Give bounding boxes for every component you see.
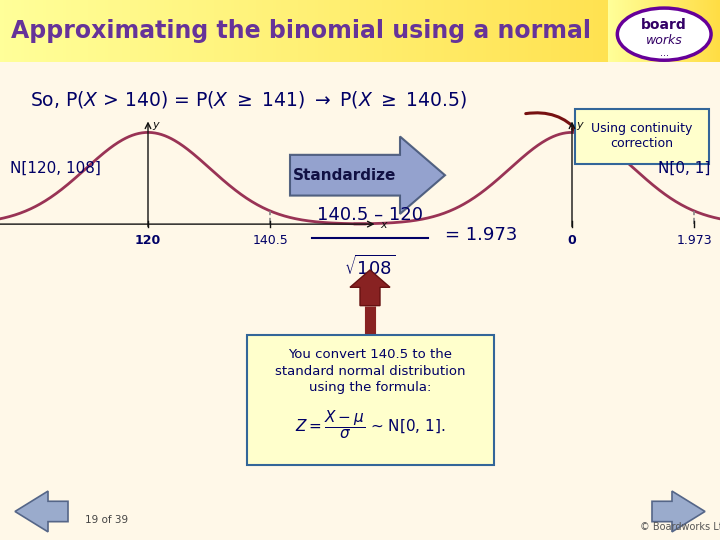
Text: N[0, 1]: N[0, 1] bbox=[657, 160, 710, 176]
Text: 19 of 39: 19 of 39 bbox=[85, 515, 128, 525]
Polygon shape bbox=[290, 137, 445, 214]
Text: $\sqrt{108}$: $\sqrt{108}$ bbox=[344, 255, 396, 279]
Text: 0: 0 bbox=[567, 234, 577, 247]
Text: You convert 140.5 to the: You convert 140.5 to the bbox=[289, 348, 452, 361]
Polygon shape bbox=[652, 491, 705, 532]
Text: 140.5 – 120: 140.5 – 120 bbox=[317, 206, 423, 224]
Text: 120: 120 bbox=[135, 234, 161, 247]
Text: 140.5: 140.5 bbox=[253, 234, 288, 247]
Text: standard normal distribution: standard normal distribution bbox=[275, 364, 466, 378]
Text: $y$: $y$ bbox=[576, 120, 585, 132]
Text: $Z = \dfrac{X - \mu}{\sigma}$ ~ N[0, 1].: $Z = \dfrac{X - \mu}{\sigma}$ ~ N[0, 1]. bbox=[295, 408, 446, 441]
Text: ...: ... bbox=[660, 48, 669, 58]
Polygon shape bbox=[350, 270, 390, 306]
Text: N[120, 108]: N[120, 108] bbox=[10, 160, 101, 176]
Text: Approximating the binomial using a normal: Approximating the binomial using a norma… bbox=[11, 19, 591, 43]
Text: So, P($\mathit{X}$ > 140) = P($\mathit{X}$ $\geq$ 141) $\rightarrow$ P($\mathit{: So, P($\mathit{X}$ > 140) = P($\mathit{X… bbox=[30, 89, 467, 110]
Circle shape bbox=[617, 8, 711, 60]
Text: = 1.973: = 1.973 bbox=[445, 226, 518, 244]
FancyBboxPatch shape bbox=[247, 335, 494, 464]
Text: board: board bbox=[642, 18, 687, 32]
Text: using the formula:: using the formula: bbox=[310, 381, 432, 394]
Text: $y$: $y$ bbox=[152, 120, 161, 132]
Text: Standardize: Standardize bbox=[293, 168, 397, 183]
Text: © Boardworks Ltd 2006: © Boardworks Ltd 2006 bbox=[640, 522, 720, 532]
FancyBboxPatch shape bbox=[0, 62, 720, 540]
Text: $x$: $x$ bbox=[380, 220, 390, 230]
Text: Using continuity
correction: Using continuity correction bbox=[591, 123, 693, 151]
Polygon shape bbox=[15, 491, 68, 532]
Text: 1.973: 1.973 bbox=[677, 234, 712, 247]
FancyBboxPatch shape bbox=[575, 109, 709, 164]
Text: works: works bbox=[646, 34, 683, 47]
